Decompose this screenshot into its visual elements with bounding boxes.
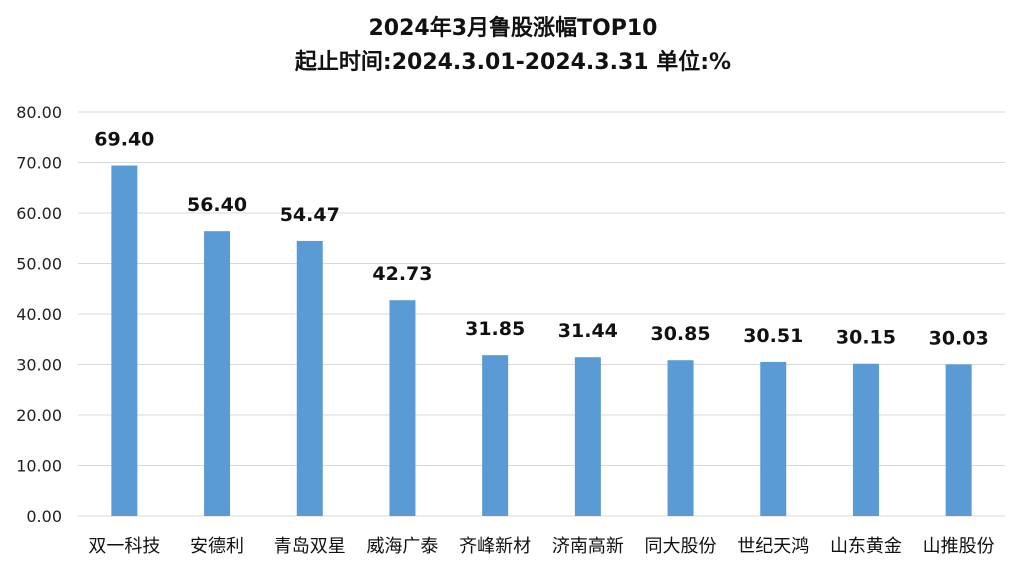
y-axis-ticks: 0.00 10.00 20.00 30.00 40.00 50.00 60.00 70.00 8…: [16, 103, 62, 526]
bar: [667, 360, 694, 516]
x-category-label: 山推股份: [923, 536, 995, 557]
bar: [296, 240, 323, 516]
data-label: 30.51: [743, 325, 803, 347]
x-category-label: 济南高新: [552, 536, 624, 557]
x-category-label: 双一科技: [88, 536, 160, 557]
data-labels: 69.40 56.40 54.47 42.73 31.85 31.44 30.85 30.51…: [94, 129, 988, 350]
y-tick-label: 40.00: [16, 305, 62, 324]
data-label: 54.47: [280, 204, 340, 226]
chart-title: 2024年3月鲁股涨幅TOP10: [368, 16, 658, 41]
x-category-label: 山东黄金: [830, 536, 902, 557]
gridlines: [78, 111, 1005, 517]
x-category-label: 威海广泰: [366, 536, 438, 557]
x-category-label: 青岛双星: [274, 536, 346, 557]
bar: [482, 355, 509, 516]
y-tick-label: 60.00: [16, 204, 62, 223]
x-axis-categories: 双一科技 安德利 青岛双星 威海广泰 齐峰新材 济南高新 同大股份 世纪天鸿 山东黄金 山推股份: [88, 536, 994, 557]
bar: [760, 361, 787, 516]
data-label: 30.85: [650, 323, 710, 345]
data-label: 31.85: [465, 318, 525, 340]
y-tick-label: 30.00: [16, 356, 62, 375]
data-label: 30.03: [929, 327, 989, 349]
data-label: 56.40: [187, 194, 247, 216]
bar: [945, 364, 972, 516]
data-label: 30.15: [836, 327, 896, 349]
data-label: 31.44: [558, 320, 618, 342]
x-category-label: 齐峰新材: [459, 536, 531, 557]
x-category-label: 同大股份: [645, 536, 717, 557]
bar: [389, 300, 416, 516]
bar: [574, 357, 601, 516]
x-category-label: 安德利: [190, 536, 244, 557]
x-category-label: 世纪天鸿: [737, 536, 809, 557]
y-tick-label: 80.00: [16, 103, 62, 122]
y-tick-label: 0.00: [26, 507, 62, 526]
data-label: 69.40: [94, 129, 154, 151]
y-tick-label: 50.00: [16, 255, 62, 274]
y-tick-label: 10.00: [16, 457, 62, 476]
bar: [852, 363, 879, 516]
bar: [204, 231, 231, 516]
data-label: 42.73: [372, 263, 432, 285]
y-tick-label: 70.00: [16, 154, 62, 173]
bar: [111, 165, 138, 516]
chart-subtitle: 起止时间:2024.3.01-2024.3.31 单位:%: [294, 50, 732, 75]
bars: [111, 165, 972, 516]
y-tick-label: 20.00: [16, 406, 62, 425]
